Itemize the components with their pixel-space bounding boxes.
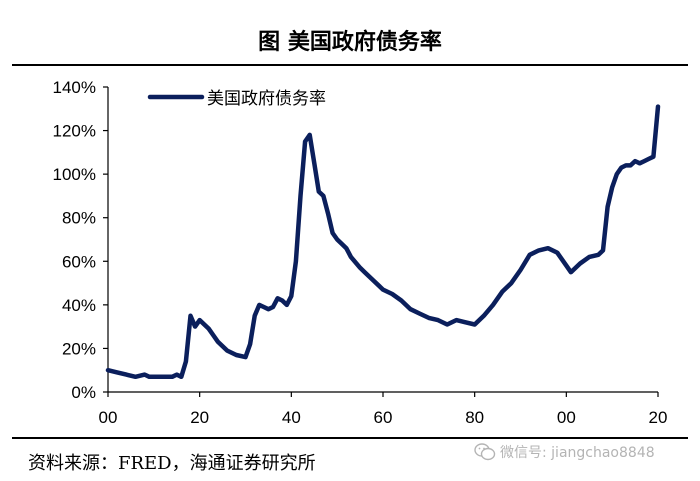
y-tick-label: 140% <box>53 78 96 97</box>
watermark-text: 微信号: jiangchao8848 <box>500 445 655 461</box>
x-tick-label: 20 <box>649 408 668 427</box>
y-tick-label: 80% <box>62 209 96 228</box>
wechat-watermark: 微信号: jiangchao8848 <box>474 441 655 463</box>
source-divider <box>12 437 688 439</box>
wechat-icon <box>474 443 496 461</box>
title-divider <box>12 64 688 66</box>
x-tick-label: 00 <box>99 408 118 427</box>
plot-area <box>105 104 661 380</box>
y-tick-label: 20% <box>62 339 96 358</box>
y-tick-label: 60% <box>62 252 96 271</box>
chart-title: 图 美国政府债务率 <box>258 29 442 55</box>
series-line <box>105 104 661 380</box>
x-tick-label: 00 <box>557 408 576 427</box>
x-tick-label: 40 <box>282 408 301 427</box>
chart-legend: 美国政府债务率 <box>147 89 326 109</box>
x-tick-label: 80 <box>465 408 484 427</box>
x-tick-label: 60 <box>374 408 393 427</box>
x-tick-label: 20 <box>190 408 209 427</box>
y-tick-label: 120% <box>53 122 96 141</box>
source-note: 资料来源：FRED，海通证券研究所 <box>28 453 316 474</box>
legend-label: 美国政府债务率 <box>207 89 326 109</box>
y-tick-label: 0% <box>71 383 96 402</box>
chart-axes: 0% 20% 40% 60% 80% 100% 120% 140% 00 20 40 60 80 00 20 <box>53 78 668 427</box>
y-tick-label: 40% <box>62 296 96 315</box>
y-tick-label: 100% <box>53 165 96 184</box>
